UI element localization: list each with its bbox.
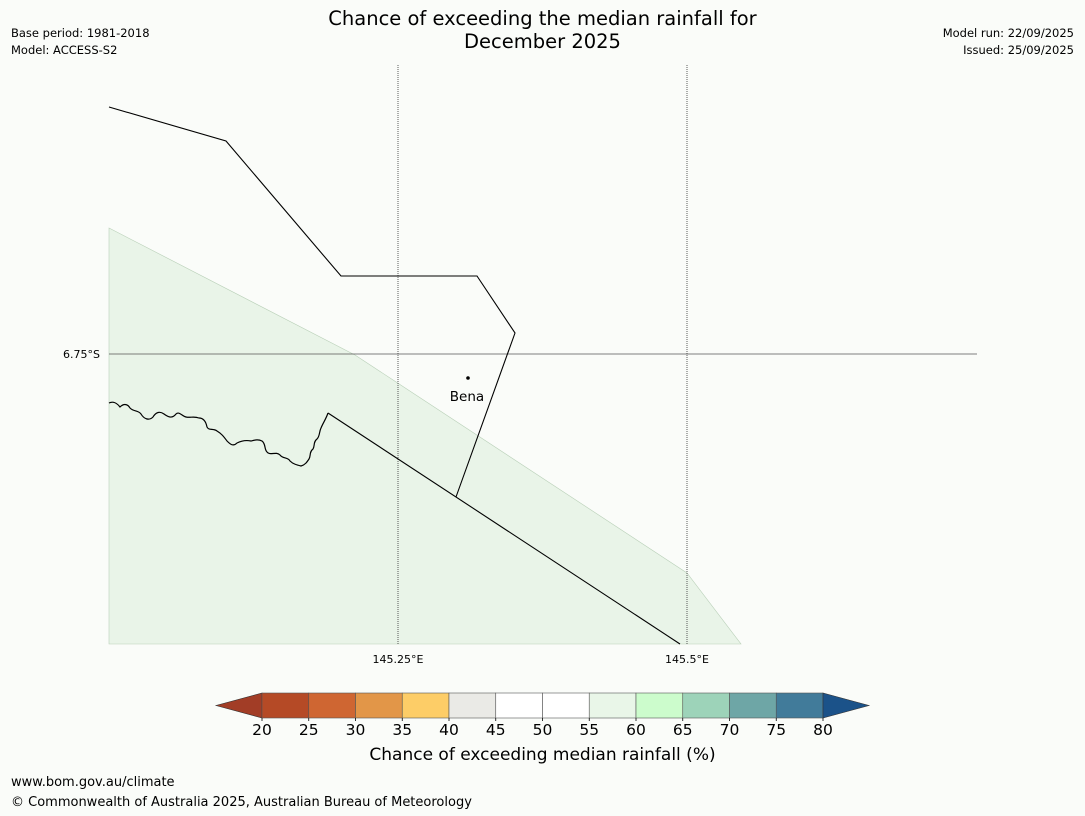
issued-date: Issued: 25/09/2025 [963,43,1074,57]
colorbar-title: Chance of exceeding median rainfall (%) [369,745,716,765]
colorbar-tick-label: 80 [813,721,833,739]
colorbar-tick-label: 25 [299,721,319,739]
run-info: Model run: 22/09/2025 Issued: 25/09/2025 [943,25,1074,59]
longitude-label-1: 145.25°E [373,653,424,666]
colorbar-tick-label: 45 [486,721,506,739]
latitude-label: 6.75°S [63,348,100,361]
model-name: Model: ACCESS-S2 [11,43,118,57]
district-boundary-north [108,106,516,498]
colorbar-segment [495,692,543,719]
colorbar-tick-label: 40 [439,721,459,739]
colorbar-segment [588,692,637,719]
colorbar-tick-label: 70 [720,721,740,739]
colorbar-tick-label: 35 [392,721,412,739]
colorbar-segment [448,692,497,719]
base-period: Base period: 1981-2018 [11,26,150,40]
colorbar-tick-label: 30 [346,721,366,739]
title-line-2: December 2025 [464,30,621,53]
longitude-label-2: 145.5°E [665,653,709,666]
colorbar-segment [682,692,730,719]
model-run-date: Model run: 22/09/2025 [942,26,1074,40]
colorbar-segment [729,692,777,719]
colorbar-segment [542,692,590,719]
bena-location-marker [466,376,470,380]
colorbar-segment [355,692,403,719]
colorbar-tick-label: 50 [533,721,553,739]
colorbar-extend-high [822,692,871,719]
colorbar-segment [635,692,684,719]
colorbar-extend-low [214,692,263,719]
colorbar-tick-label: 75 [766,721,786,739]
colorbar-tick-label: 55 [579,721,599,739]
colorbar-segment [401,692,450,719]
colorbar-tick-label: 60 [626,721,646,739]
bena-label: Bena [450,389,484,405]
colorbar-tick-label: 65 [673,721,693,739]
map-title: Chance of exceeding the median rainfall … [0,7,1085,53]
river-line [108,401,329,467]
colorbar-segment [775,692,824,719]
colorbar: 20 25 30 35 40 45 50 55 60 65 70 75 80 [214,692,871,739]
district-boundary-south [327,412,681,645]
footer-url[interactable]: www.bom.gov.au/climate [11,775,175,790]
shaded-forecast-region [108,227,742,645]
title-line-1: Chance of exceeding the median rainfall … [328,7,757,30]
footer-copyright: © Commonwealth of Australia 2025, Austra… [11,795,472,810]
colorbar-segment [308,692,356,719]
colorbar-tick-label: 20 [252,721,272,739]
colorbar-segment [261,692,310,719]
map-panel: Bena [108,65,977,645]
model-info: Base period: 1981-2018 Model: ACCESS-S2 [11,25,150,59]
